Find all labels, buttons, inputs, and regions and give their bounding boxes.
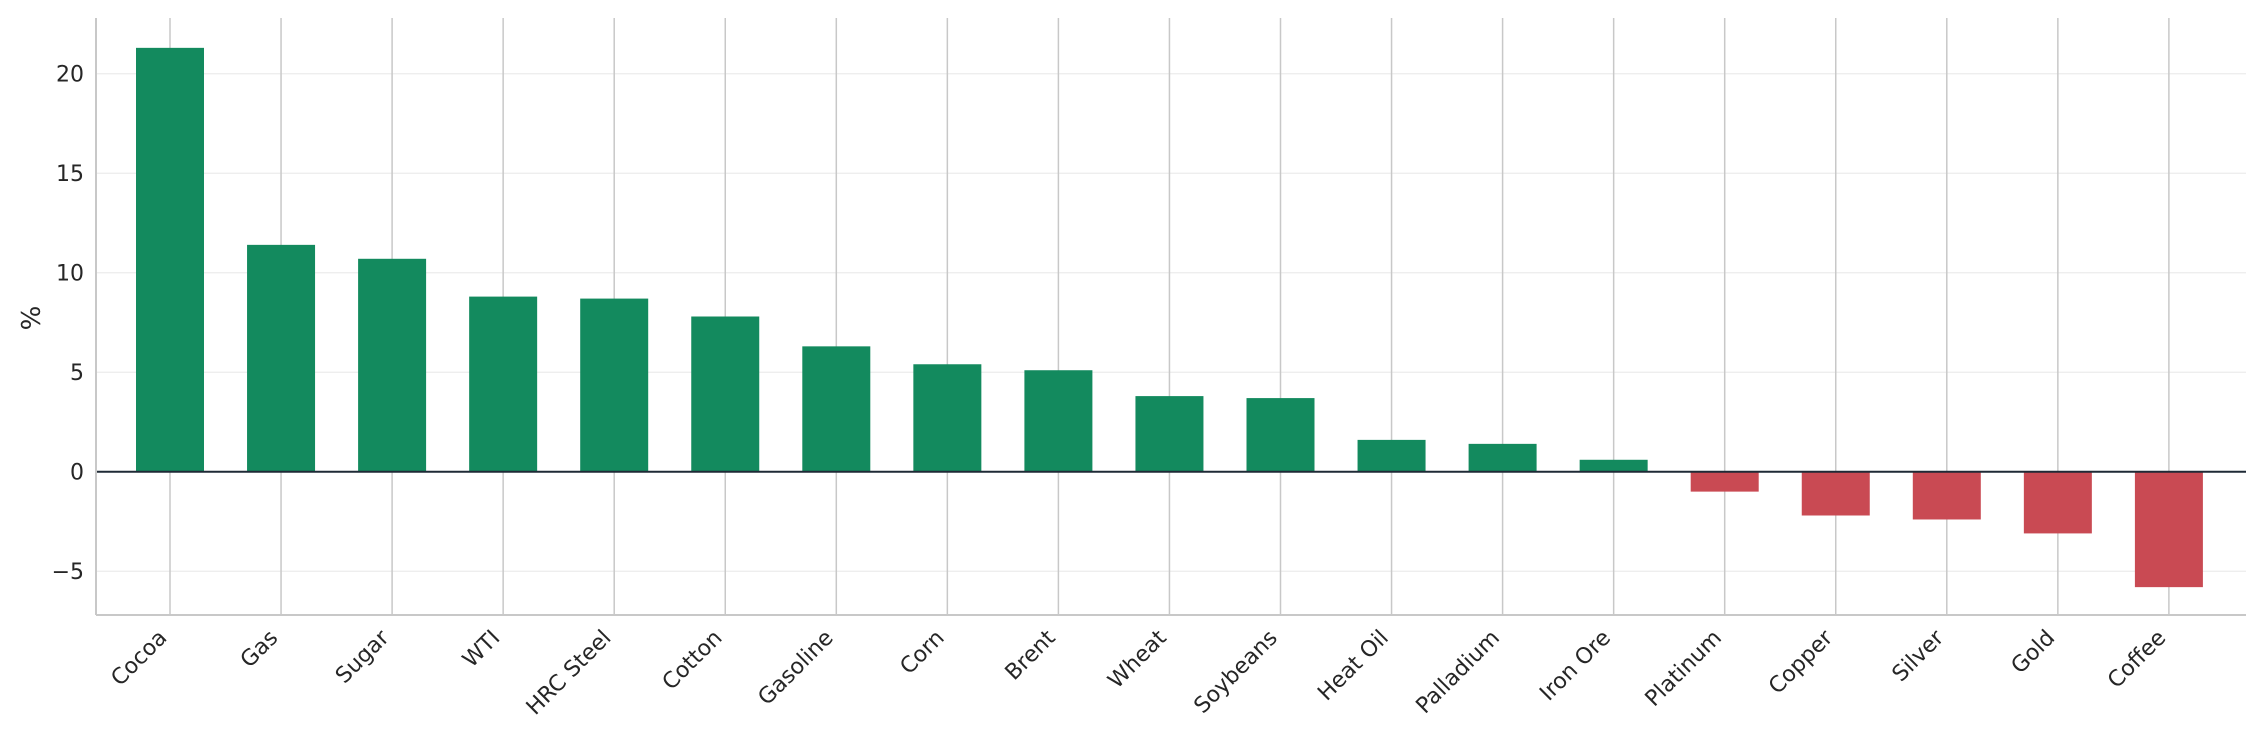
x-tick-label: Corn: [896, 626, 950, 680]
bar-hrc-steel: [580, 298, 649, 472]
bar-brent: [1024, 370, 1093, 472]
x-tick-label: Silver: [1888, 625, 1950, 687]
y-tick-label: 15: [56, 162, 84, 187]
bar-coffee: [2134, 471, 2203, 588]
x-tick-label: Cocoa: [107, 626, 173, 692]
axes-layer: [95, 18, 2246, 616]
bar-wti: [469, 296, 538, 472]
x-tick-label: Coffee: [2103, 626, 2171, 694]
x-tick-label: Copper: [1764, 625, 1838, 699]
bar-iron-ore: [1579, 459, 1648, 472]
bar-wheat: [1135, 396, 1204, 472]
x-tick-label: Cotton: [658, 626, 728, 696]
x-tick-label: WTI: [458, 626, 505, 673]
bar-copper: [1801, 471, 1870, 516]
bars-layer: [136, 47, 2203, 588]
y-tick-label: 0: [70, 461, 84, 486]
bar-heat-oil: [1357, 439, 1426, 472]
x-tick-label: Gold: [2007, 626, 2060, 679]
x-tick-label: Gasoline: [754, 626, 839, 711]
x-tick-label: Brent: [1001, 625, 1061, 685]
x-tick-label: Heat Oil: [1313, 626, 1393, 706]
bar-cocoa: [136, 47, 204, 472]
x-tick-label: Soybeans: [1190, 626, 1283, 719]
bar-corn: [913, 364, 982, 472]
y-axis-label: %: [17, 306, 47, 331]
bar-gold: [2023, 471, 2092, 534]
bar-platinum: [1690, 471, 1759, 492]
y-tick-label: −5: [52, 560, 84, 585]
bar-palladium: [1468, 443, 1537, 472]
x-tick-label: Wheat: [1104, 625, 1172, 693]
bar-sugar: [358, 258, 427, 472]
x-tick-label: Palladium: [1412, 626, 1505, 719]
bar-soybeans: [1246, 398, 1315, 472]
bar-gas: [247, 244, 316, 472]
y-tick-label: 10: [56, 262, 84, 287]
y-tick-label: 5: [70, 361, 84, 386]
bar-cotton: [691, 316, 760, 472]
x-tick-label: HRC Steel: [522, 626, 617, 721]
x-tick-label: Gas: [236, 626, 283, 673]
bar-silver: [1912, 471, 1981, 520]
bar-gasoline: [802, 346, 871, 472]
x-tick-label: Iron Ore: [1535, 626, 1616, 707]
y-tick-label: 20: [56, 63, 84, 88]
x-tick-label: Sugar: [331, 625, 395, 689]
x-tick-label: Platinum: [1641, 626, 1727, 712]
